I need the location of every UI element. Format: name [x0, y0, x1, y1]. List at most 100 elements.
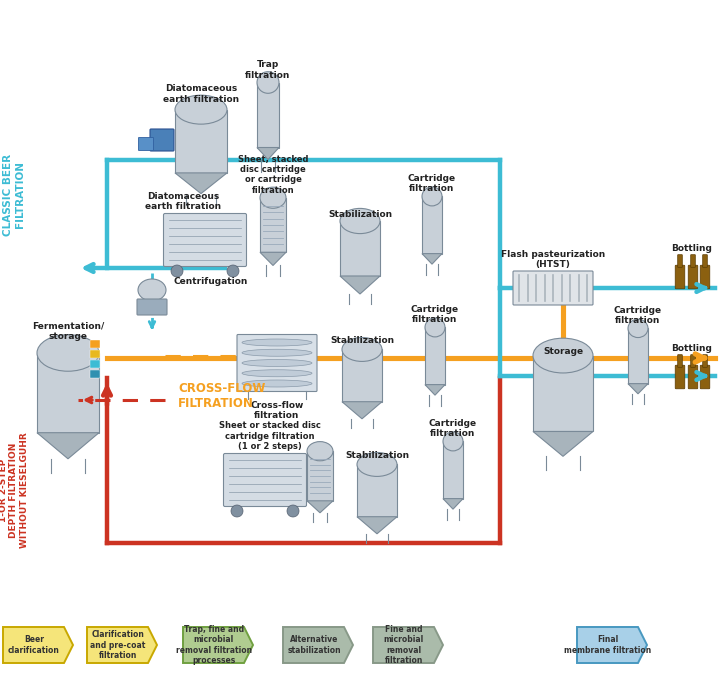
- Ellipse shape: [422, 187, 442, 206]
- Ellipse shape: [242, 349, 312, 356]
- Polygon shape: [628, 384, 648, 394]
- Bar: [257, 82, 279, 147]
- Ellipse shape: [340, 209, 380, 234]
- Polygon shape: [260, 252, 286, 265]
- Text: Sheet or stacked disc
cartridge filtration
(1 or 2 steps): Sheet or stacked disc cartridge filtrati…: [219, 421, 321, 451]
- FancyBboxPatch shape: [150, 129, 174, 151]
- Polygon shape: [307, 500, 333, 513]
- Text: Trap
filtration: Trap filtration: [246, 60, 291, 80]
- Bar: [175, 110, 227, 173]
- FancyBboxPatch shape: [703, 255, 707, 267]
- Text: Fermentation/
storage: Fermentation/ storage: [32, 322, 104, 341]
- Ellipse shape: [242, 380, 312, 387]
- Bar: [342, 350, 382, 402]
- Circle shape: [231, 505, 243, 517]
- FancyBboxPatch shape: [690, 255, 696, 267]
- Bar: [425, 327, 445, 385]
- FancyBboxPatch shape: [688, 365, 698, 389]
- Polygon shape: [425, 385, 445, 395]
- Polygon shape: [443, 498, 463, 509]
- Text: Clarification
and pre-coat
filtration: Clarification and pre-coat filtration: [90, 630, 145, 660]
- Text: Cartridge
filtration: Cartridge filtration: [429, 419, 477, 438]
- Bar: [443, 441, 463, 498]
- Text: Fine and
microbial
removal
filtration: Fine and microbial removal filtration: [384, 625, 424, 665]
- Bar: [90, 340, 100, 348]
- Ellipse shape: [307, 442, 333, 461]
- Bar: [90, 360, 100, 368]
- Text: Flash pasteurization
(HTST): Flash pasteurization (HTST): [501, 250, 605, 269]
- Ellipse shape: [175, 95, 227, 124]
- Ellipse shape: [357, 452, 397, 477]
- Text: Cartridge
filtration: Cartridge filtration: [411, 305, 459, 325]
- Polygon shape: [533, 431, 593, 456]
- Bar: [340, 221, 380, 276]
- Text: Beer
clarification: Beer clarification: [8, 635, 60, 655]
- Ellipse shape: [260, 187, 286, 208]
- Text: Stabilization: Stabilization: [328, 210, 392, 219]
- Polygon shape: [87, 627, 157, 663]
- FancyBboxPatch shape: [138, 138, 153, 151]
- Text: Sheet, stacked
disc cartridge
or cartridge
filtration: Sheet, stacked disc cartridge or cartrid…: [238, 154, 308, 195]
- FancyBboxPatch shape: [678, 355, 683, 367]
- Polygon shape: [257, 147, 279, 160]
- Ellipse shape: [242, 359, 312, 366]
- FancyBboxPatch shape: [237, 334, 317, 392]
- Polygon shape: [342, 402, 382, 419]
- Text: Cartridge
filtration: Cartridge filtration: [408, 174, 456, 193]
- Text: Storage: Storage: [543, 347, 583, 355]
- Text: Centrifugation: Centrifugation: [174, 277, 248, 286]
- Bar: [628, 328, 648, 384]
- FancyBboxPatch shape: [223, 454, 307, 507]
- Text: CROSS-FLOW
FILTRATION: CROSS-FLOW FILTRATION: [178, 382, 266, 410]
- Text: 1-OR 2-STEP
DEPTH FILTRATION
WITHOUT KIESELGUHR: 1-OR 2-STEP DEPTH FILTRATION WITHOUT KIE…: [0, 432, 29, 548]
- Ellipse shape: [425, 318, 445, 337]
- FancyBboxPatch shape: [675, 365, 685, 389]
- Text: Bottling: Bottling: [672, 244, 712, 253]
- Text: Cartridge
filtration: Cartridge filtration: [614, 306, 662, 325]
- Polygon shape: [183, 627, 253, 663]
- Bar: [357, 464, 397, 517]
- FancyBboxPatch shape: [690, 355, 696, 367]
- FancyBboxPatch shape: [688, 265, 698, 289]
- FancyBboxPatch shape: [701, 365, 710, 389]
- Polygon shape: [422, 253, 442, 264]
- Polygon shape: [283, 627, 353, 663]
- Bar: [533, 355, 593, 431]
- Ellipse shape: [138, 279, 166, 301]
- Bar: [37, 353, 99, 433]
- Polygon shape: [37, 433, 99, 459]
- Bar: [260, 198, 286, 252]
- Ellipse shape: [242, 339, 312, 346]
- Ellipse shape: [242, 370, 312, 377]
- FancyBboxPatch shape: [513, 271, 593, 305]
- Ellipse shape: [257, 72, 279, 94]
- FancyBboxPatch shape: [678, 255, 683, 267]
- Polygon shape: [373, 627, 443, 663]
- Circle shape: [287, 505, 299, 517]
- FancyBboxPatch shape: [703, 355, 707, 367]
- Bar: [90, 350, 100, 358]
- Ellipse shape: [443, 432, 463, 451]
- Polygon shape: [357, 517, 397, 534]
- Polygon shape: [577, 627, 647, 663]
- Circle shape: [171, 265, 183, 277]
- Ellipse shape: [37, 334, 99, 371]
- FancyBboxPatch shape: [163, 214, 246, 267]
- Polygon shape: [340, 276, 380, 294]
- Ellipse shape: [628, 319, 648, 338]
- Text: Final
membrane filtration: Final membrane filtration: [564, 635, 652, 655]
- Text: Stabilization: Stabilization: [330, 336, 394, 346]
- Ellipse shape: [533, 339, 593, 373]
- Text: Diatomaceous
earth filtration: Diatomaceous earth filtration: [163, 84, 239, 103]
- FancyBboxPatch shape: [675, 265, 685, 289]
- Text: Bottling: Bottling: [672, 344, 712, 353]
- Text: CLASSIC BEER
FILTRATION: CLASSIC BEER FILTRATION: [3, 154, 24, 236]
- Text: Diatomaceous
earth filtration: Diatomaceous earth filtration: [145, 191, 221, 211]
- Text: Trap, fine and
microbial
removal filtration
processes: Trap, fine and microbial removal filtrat…: [176, 625, 252, 665]
- Ellipse shape: [342, 337, 382, 362]
- Text: Stabilization: Stabilization: [345, 452, 409, 461]
- FancyBboxPatch shape: [137, 299, 167, 315]
- Circle shape: [227, 265, 239, 277]
- Bar: [90, 370, 100, 378]
- Bar: [422, 196, 442, 253]
